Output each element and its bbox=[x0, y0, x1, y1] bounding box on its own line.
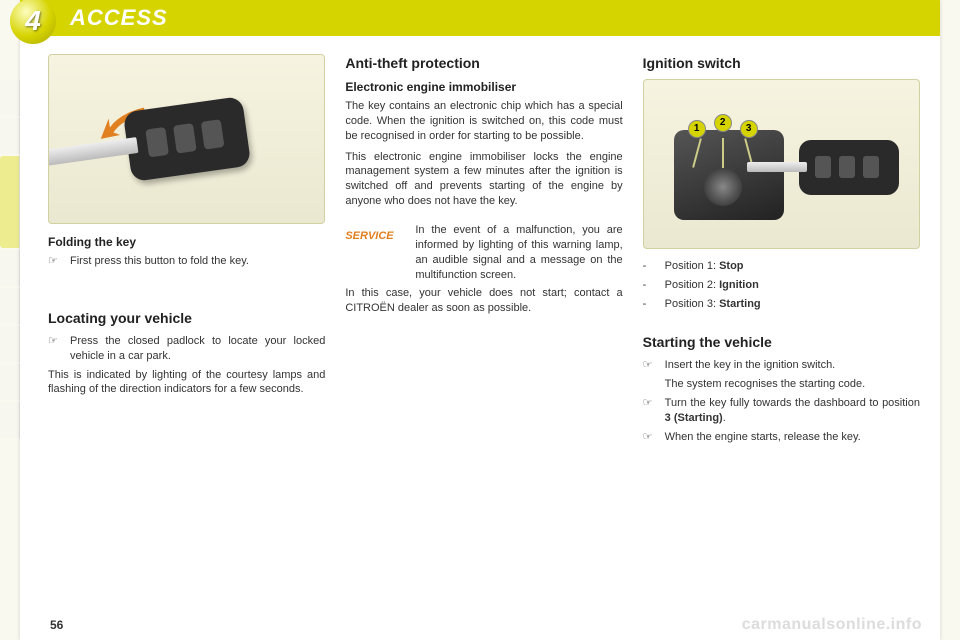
bullet-fold: ☞ First press this button to fold the ke… bbox=[48, 254, 325, 269]
bullet-pos2: - Position 2: Ignition bbox=[643, 278, 920, 293]
page-number: 56 bbox=[50, 618, 63, 632]
bullet-locate: ☞ Press the closed padlock to locate you… bbox=[48, 334, 325, 364]
heading-antitheft: Anti-theft protection bbox=[345, 54, 622, 73]
marker-3: 3 bbox=[740, 120, 758, 138]
column-2: Anti-theft protection Electronic engine … bbox=[345, 54, 622, 600]
figure-key-fold bbox=[48, 54, 325, 224]
column-1: Folding the key ☞ First press this butto… bbox=[48, 54, 325, 600]
watermark: carmanualsonline.info bbox=[742, 616, 922, 634]
para-immob-1: The key contains an electronic chip whic… bbox=[345, 99, 622, 144]
chapter-header: 4 ACCESS bbox=[20, 0, 940, 36]
para-immob-2: This electronic engine immobiliser locks… bbox=[345, 150, 622, 209]
bullet-start-3: ☞ When the engine starts, release the ke… bbox=[643, 430, 920, 445]
bullet-start-2: ☞ Turn the key fully towards the dashboa… bbox=[643, 396, 920, 426]
para-service-2: In this case, your vehicle does not star… bbox=[345, 286, 622, 316]
heading-ignition: Ignition switch bbox=[643, 54, 920, 73]
side-tabs bbox=[0, 80, 20, 580]
marker-1: 1 bbox=[688, 120, 706, 138]
chapter-number-badge: 4 bbox=[10, 0, 56, 44]
key-remote-illustration-2 bbox=[799, 140, 899, 195]
bullet-pos1: - Position 1: Stop bbox=[643, 259, 920, 274]
heading-folding-key: Folding the key bbox=[48, 234, 325, 250]
key-remote-illustration bbox=[122, 96, 251, 182]
chapter-title: ACCESS bbox=[70, 5, 168, 31]
service-note: SERVICE In the event of a malfunction, y… bbox=[345, 223, 622, 282]
marker-2: 2 bbox=[714, 114, 732, 132]
heading-starting: Starting the vehicle bbox=[643, 333, 920, 352]
service-text: In the event of a malfunction, you are i… bbox=[415, 223, 622, 282]
service-icon: SERVICE bbox=[345, 223, 407, 282]
figure-ignition: 1 2 3 bbox=[643, 79, 920, 249]
para-locate-info: This is indicated by lighting of the cou… bbox=[48, 368, 325, 398]
heading-immobiliser: Electronic engine immobiliser bbox=[345, 79, 622, 95]
column-3: Ignition switch 1 2 3 - Position 1: Stop… bbox=[643, 54, 920, 600]
bullet-start-1: ☞ Insert the key in the ignition switch.… bbox=[643, 358, 920, 392]
manual-page: 4 ACCESS Folding the key ☞ First press t… bbox=[20, 0, 940, 640]
heading-locating: Locating your vehicle bbox=[48, 309, 325, 328]
bullet-pos3: - Position 3: Starting bbox=[643, 297, 920, 312]
